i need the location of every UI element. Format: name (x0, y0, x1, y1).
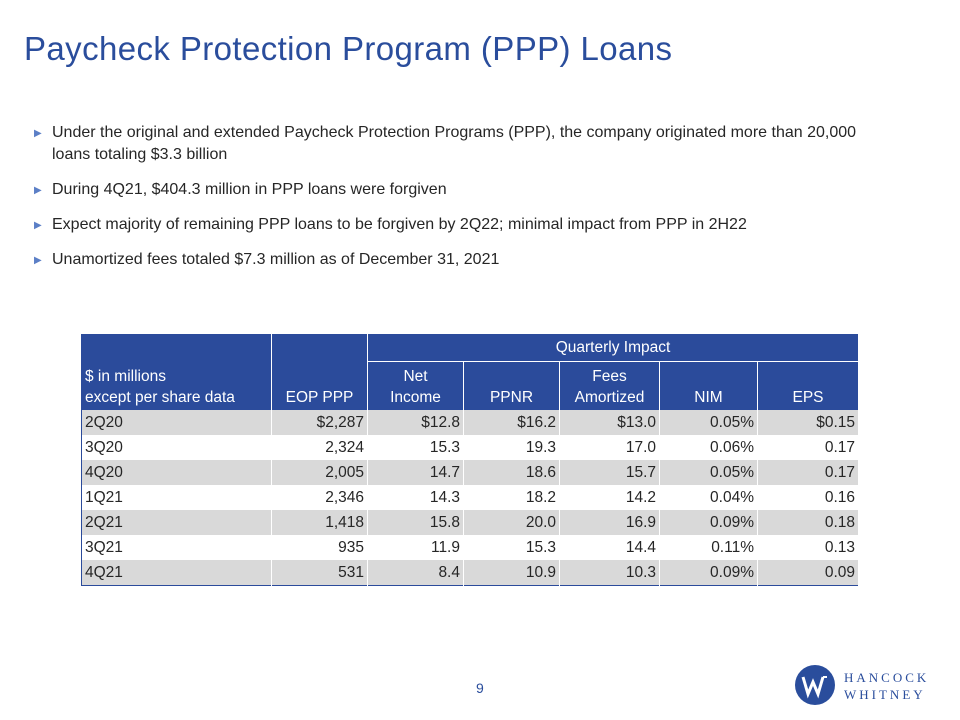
column-header-fees-amortized: Fees Amortized (559, 361, 660, 410)
bullet-text: Unamortized fees totaled $7.3 million as… (52, 251, 500, 268)
bullet-item: ▶ During 4Q21, $404.3 million in PPP loan… (34, 179, 894, 201)
period-cell: 2Q21 (81, 510, 272, 535)
nim-cell: 0.11% (659, 535, 758, 560)
page-number: 9 (476, 680, 484, 696)
ppnr-cell: 19.3 (463, 435, 560, 460)
eop-ppp-cell: 2,005 (271, 460, 368, 485)
bullet-item: ▶ Expect majority of remaining PPP loans … (34, 214, 894, 236)
triangle-bullet-icon: ▶ (34, 220, 42, 231)
eop-ppp-cell: $2,287 (271, 410, 368, 435)
eps-cell: 0.17 (757, 460, 859, 485)
nim-cell: 0.06% (659, 435, 758, 460)
hancock-whitney-logo-icon (795, 665, 835, 705)
fees-line2: Amortized (574, 389, 645, 406)
logo-text-whitney: WHITNEY (844, 687, 926, 702)
bullet-text: During 4Q21, $404.3 million in PPP loans… (52, 181, 447, 198)
net-income-line1: Net (403, 368, 428, 385)
nim-cell: 0.09% (659, 560, 758, 586)
bullet-item: ▶ Unamortized fees totaled $7.3 million a… (34, 249, 894, 271)
net-income-cell: 8.4 (367, 560, 464, 586)
hancock-whitney-logo: HANCOCK WHITNEY (794, 664, 934, 706)
table-row: 4Q20 2,005 14.7 18.6 15.7 0.05% 0.17 (81, 460, 859, 485)
period-cell: 3Q21 (81, 535, 272, 560)
period-cell: 3Q20 (81, 435, 272, 460)
table-row: 1Q21 2,346 14.3 18.2 14.2 0.04% 0.16 (81, 485, 859, 510)
eps-cell: 0.17 (757, 435, 859, 460)
stub-header-line2: except per share data (85, 389, 235, 406)
table-row: 2Q21 1,418 15.8 20.0 16.9 0.09% 0.18 (81, 510, 859, 535)
bullet-text: Expect majority of remaining PPP loans t… (52, 216, 747, 233)
table-row: 3Q20 2,324 15.3 19.3 17.0 0.06% 0.17 (81, 435, 859, 460)
triangle-bullet-icon: ▶ (34, 128, 42, 139)
eop-ppp-cell: 1,418 (271, 510, 368, 535)
net-income-cell: 15.3 (367, 435, 464, 460)
triangle-bullet-icon: ▶ (34, 185, 42, 196)
ppp-impact-table: Quarterly Impact $ in millions except per… (81, 334, 859, 586)
header-blank-cell (271, 334, 368, 362)
period-cell: 2Q20 (81, 410, 272, 435)
eop-ppp-cell: 935 (271, 535, 368, 560)
fees-line1: Fees (592, 368, 627, 385)
period-cell: 4Q21 (81, 560, 272, 586)
net-income-line2: Income (390, 389, 441, 406)
column-header-eop-ppp: EOP PPP (271, 361, 368, 410)
quarterly-impact-header: Quarterly Impact (367, 334, 859, 362)
eps-cell: 0.16 (757, 485, 859, 510)
page-title: Paycheck Protection Program (PPP) Loans (24, 30, 673, 67)
eps-cell: $0.15 (757, 410, 859, 435)
fees-amortized-cell: 17.0 (559, 435, 660, 460)
stub-header-line1: $ in millions (85, 368, 166, 385)
ppnr-cell: 20.0 (463, 510, 560, 535)
header-blank-cell (81, 334, 272, 362)
eps-cell: 0.09 (757, 560, 859, 586)
table-row: 3Q21 935 11.9 15.3 14.4 0.11% 0.13 (81, 535, 859, 560)
stub-header: $ in millions except per share data (81, 361, 272, 410)
fees-amortized-cell: 14.4 (559, 535, 660, 560)
net-income-cell: 14.7 (367, 460, 464, 485)
period-cell: 1Q21 (81, 485, 272, 510)
fees-amortized-cell: 14.2 (559, 485, 660, 510)
ppnr-cell: 10.9 (463, 560, 560, 586)
eop-ppp-cell: 2,324 (271, 435, 368, 460)
nim-cell: 0.04% (659, 485, 758, 510)
eps-cell: 0.18 (757, 510, 859, 535)
eop-ppp-cell: 2,346 (271, 485, 368, 510)
logo-text-hancock: HANCOCK (844, 670, 930, 685)
net-income-cell: $12.8 (367, 410, 464, 435)
nim-cell: 0.09% (659, 510, 758, 535)
period-cell: 4Q20 (81, 460, 272, 485)
table-row: 2Q20 $2,287 $12.8 $16.2 $13.0 0.05% $0.1… (81, 410, 859, 435)
column-header-ppnr: PPNR (463, 361, 560, 410)
ppnr-cell: $16.2 (463, 410, 560, 435)
column-header-nim: NIM (659, 361, 758, 410)
ppnr-cell: 15.3 (463, 535, 560, 560)
ppnr-cell: 18.6 (463, 460, 560, 485)
eps-cell: 0.13 (757, 535, 859, 560)
fees-amortized-cell: $13.0 (559, 410, 660, 435)
net-income-cell: 11.9 (367, 535, 464, 560)
fees-amortized-cell: 10.3 (559, 560, 660, 586)
ppnr-cell: 18.2 (463, 485, 560, 510)
net-income-cell: 14.3 (367, 485, 464, 510)
triangle-bullet-icon: ▶ (34, 255, 42, 266)
column-header-eps: EPS (757, 361, 859, 410)
fees-amortized-cell: 15.7 (559, 460, 660, 485)
bullet-text: Under the original and extended Paycheck… (52, 124, 857, 163)
net-income-cell: 15.8 (367, 510, 464, 535)
eop-ppp-cell: 531 (271, 560, 368, 586)
nim-cell: 0.05% (659, 460, 758, 485)
fees-amortized-cell: 16.9 (559, 510, 660, 535)
bullet-item: ▶ Under the original and extended Paychec… (34, 122, 894, 166)
bullet-list: ▶ Under the original and extended Paychec… (34, 122, 894, 284)
nim-cell: 0.05% (659, 410, 758, 435)
column-header-net-income: Net Income (367, 361, 464, 410)
table-row: 4Q21 531 8.4 10.9 10.3 0.09% 0.09 (81, 560, 859, 586)
